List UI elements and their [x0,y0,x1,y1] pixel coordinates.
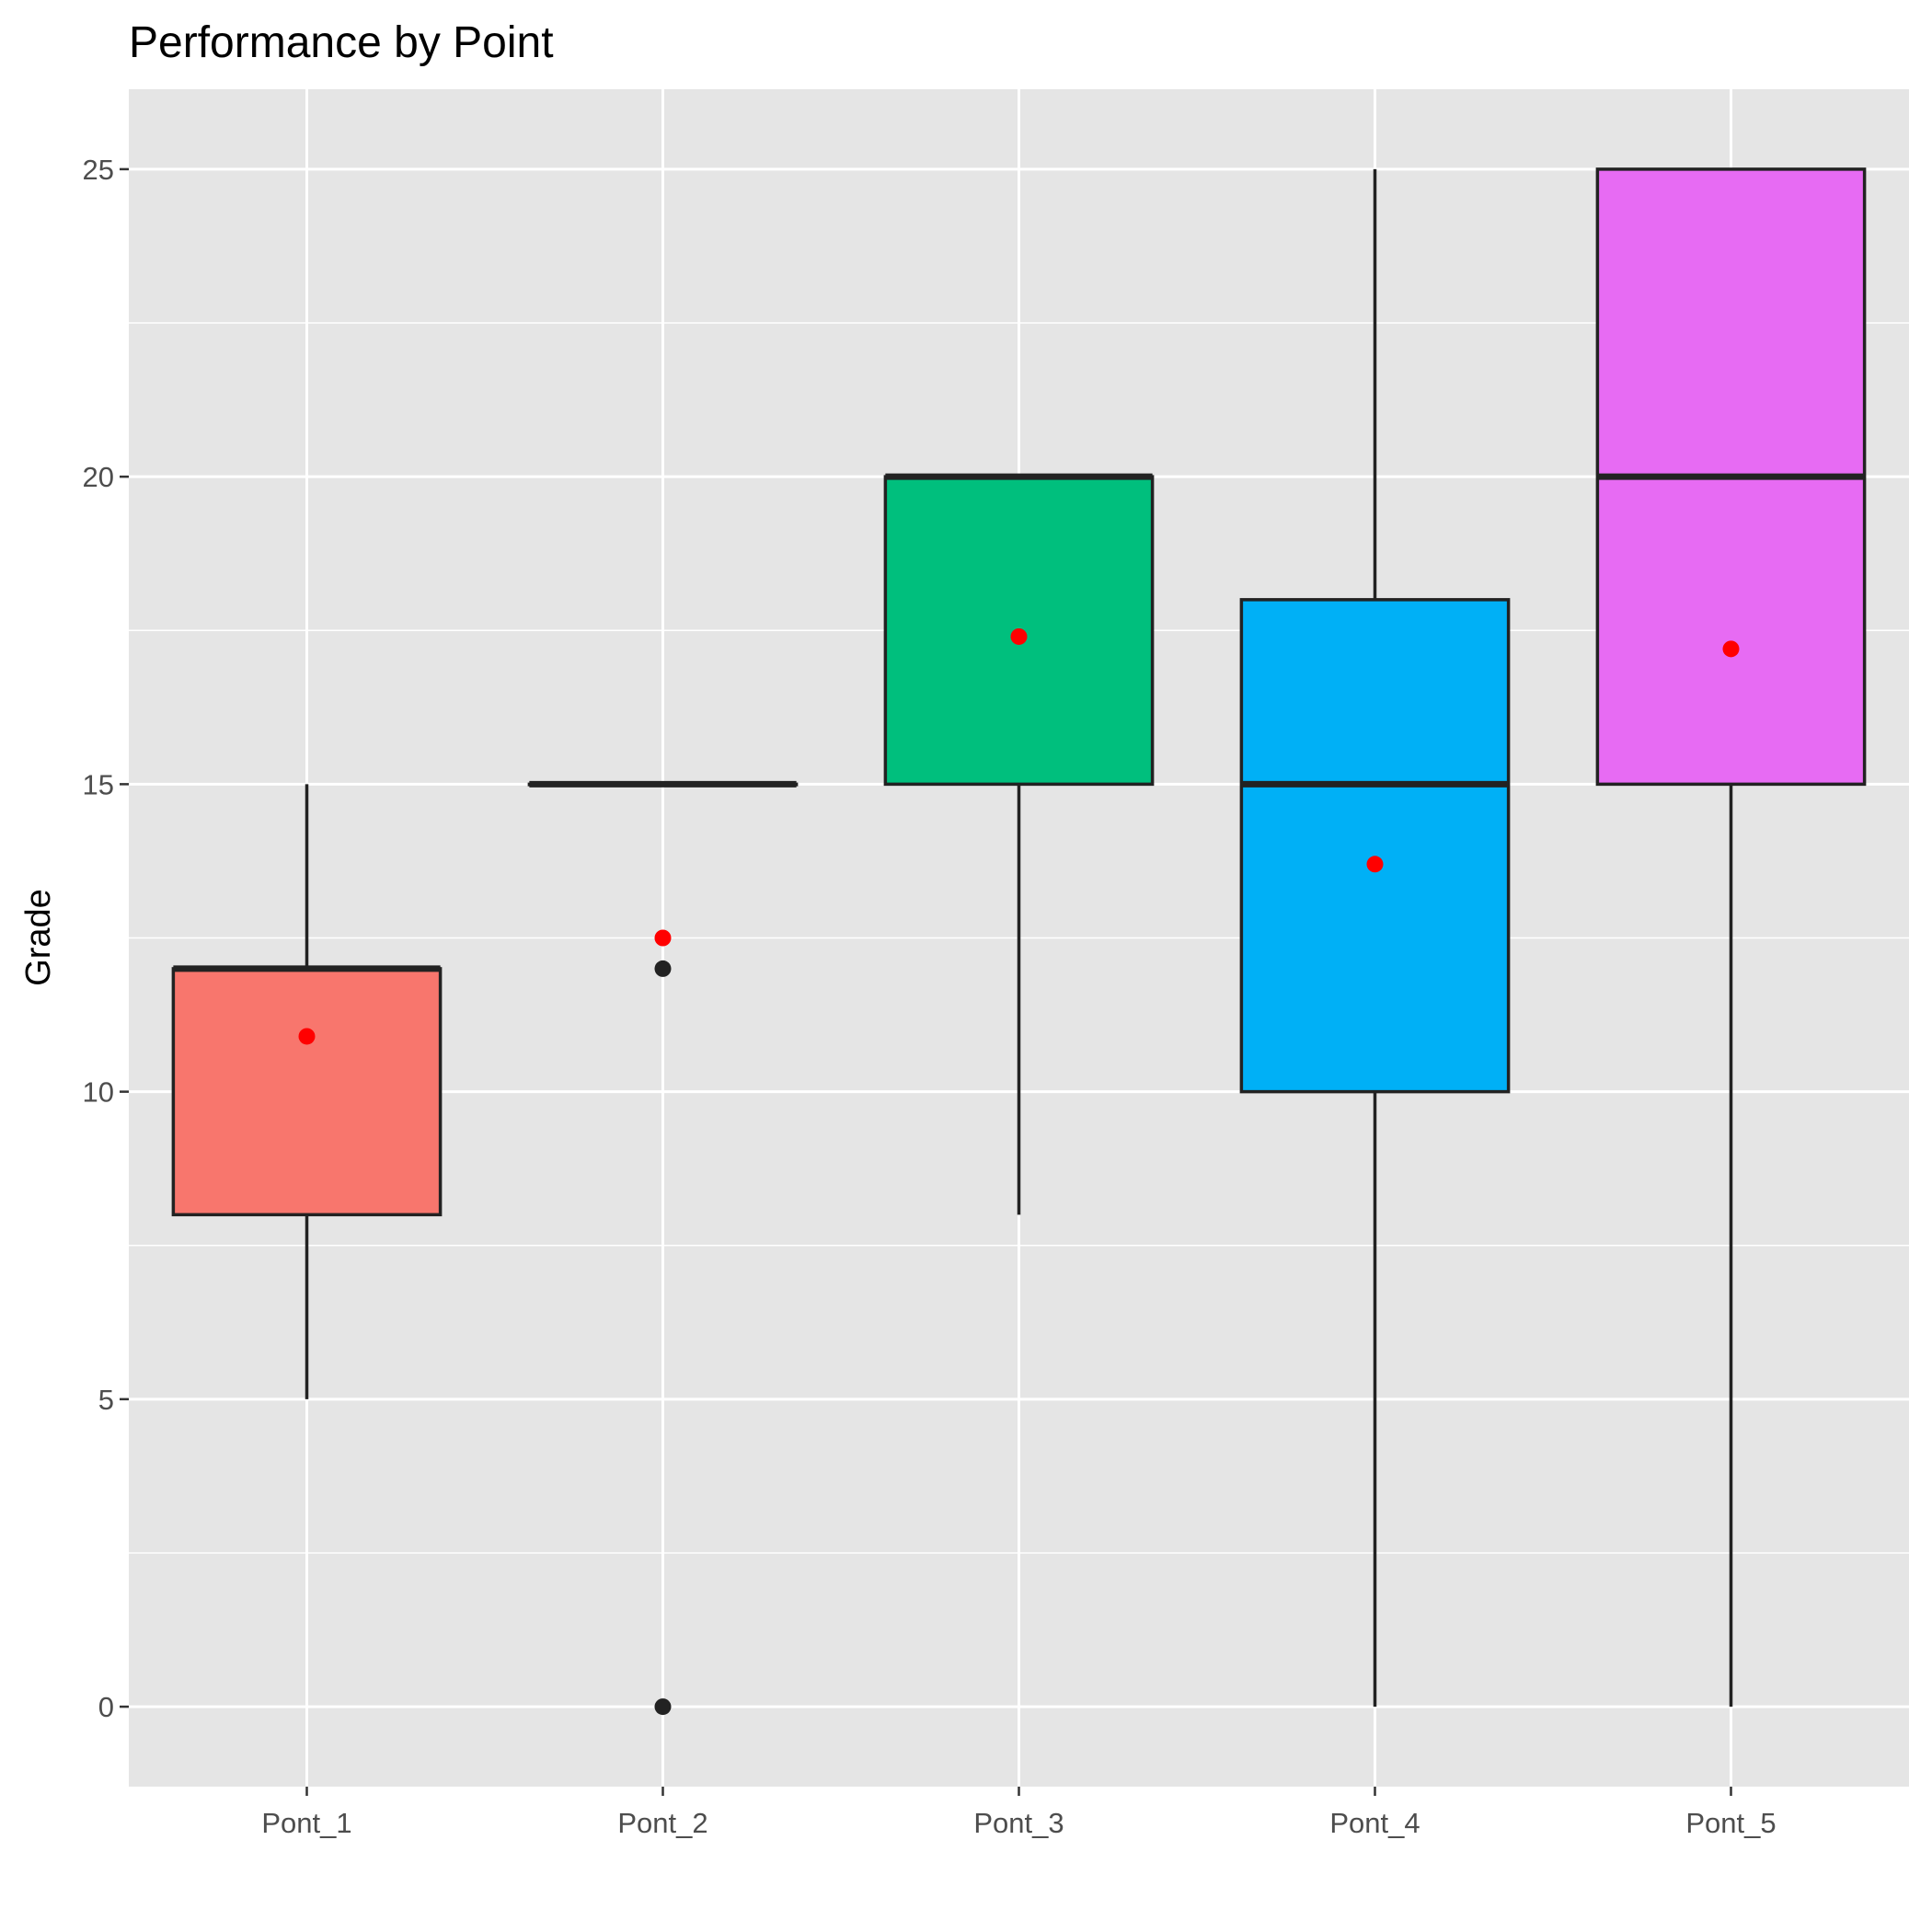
y-axis-label: Grade [19,889,58,986]
x-tick-label: Pont_5 [1685,1807,1776,1839]
x-tick-label: Pont_2 [617,1807,707,1839]
y-tick-label: 15 [83,768,114,800]
box-Pont_2 [527,780,799,1716]
box-Pont_3 [883,473,1155,1215]
y-tick-label: 10 [83,1076,114,1109]
box-iqr [1239,598,1511,1094]
y-tick-label: 25 [83,154,114,186]
y-tick-label: 5 [98,1384,114,1416]
box-Pont_1 [171,784,443,1399]
y-tick-label: 0 [98,1691,114,1723]
x-tick-label: Pont_1 [261,1807,351,1839]
x-tick-label: Pont_4 [1329,1807,1420,1839]
x-tick-label: Pont_3 [973,1807,1064,1839]
outlier-point [654,960,672,977]
mean-point [654,929,672,947]
box-Pont_5 [1595,167,1867,1708]
mean-point [1366,856,1384,873]
chart-title: Performance by Point [129,18,554,67]
y-tick-label: 20 [83,461,114,493]
boxes [171,167,1867,1716]
x-axis: Pont_1 Pont_2 Pont_3 Pont_4 Pont_5 [261,1787,1777,1839]
mean-point [298,1028,316,1045]
mean-point [1722,640,1740,658]
box-iqr [171,967,443,1217]
mean-point [1010,627,1028,645]
y-axis: 0 5 10 15 20 25 [83,154,129,1723]
outlier-point [654,1698,672,1716]
box-Pont_4 [1239,168,1511,1708]
